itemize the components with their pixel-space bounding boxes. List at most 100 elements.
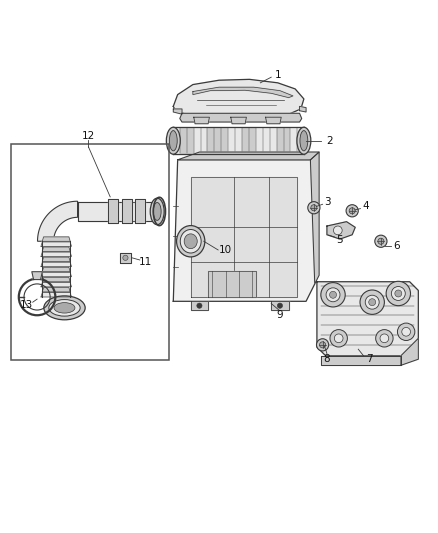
- Polygon shape: [290, 128, 297, 154]
- Polygon shape: [249, 128, 256, 154]
- Polygon shape: [311, 152, 319, 284]
- Polygon shape: [242, 128, 249, 154]
- Text: 4: 4: [363, 201, 369, 212]
- Polygon shape: [277, 128, 283, 154]
- Circle shape: [378, 238, 384, 244]
- Polygon shape: [41, 242, 71, 246]
- Polygon shape: [41, 252, 71, 256]
- Ellipse shape: [49, 300, 80, 316]
- Polygon shape: [297, 128, 304, 154]
- Polygon shape: [180, 128, 187, 154]
- Circle shape: [311, 205, 317, 211]
- Text: 11: 11: [138, 257, 152, 267]
- Circle shape: [369, 298, 376, 305]
- Polygon shape: [401, 338, 418, 365]
- Circle shape: [277, 303, 283, 308]
- Circle shape: [123, 255, 128, 261]
- Text: 7: 7: [366, 354, 372, 364]
- Polygon shape: [38, 201, 78, 241]
- Text: 3: 3: [325, 197, 331, 207]
- Text: 9: 9: [277, 310, 283, 320]
- Circle shape: [320, 342, 325, 348]
- Polygon shape: [42, 237, 70, 241]
- Ellipse shape: [170, 131, 177, 151]
- Circle shape: [334, 334, 343, 343]
- Polygon shape: [173, 79, 304, 117]
- Ellipse shape: [300, 131, 308, 151]
- Text: 6: 6: [393, 240, 400, 251]
- Circle shape: [197, 303, 202, 308]
- Circle shape: [317, 339, 328, 351]
- Circle shape: [397, 323, 415, 341]
- Circle shape: [321, 282, 345, 307]
- Polygon shape: [41, 262, 71, 266]
- Polygon shape: [271, 301, 289, 310]
- Polygon shape: [256, 128, 263, 154]
- Polygon shape: [191, 177, 297, 297]
- Polygon shape: [122, 199, 132, 223]
- Polygon shape: [208, 271, 256, 297]
- Circle shape: [360, 290, 385, 314]
- Polygon shape: [283, 128, 290, 154]
- Circle shape: [329, 292, 336, 298]
- Polygon shape: [135, 199, 145, 223]
- Circle shape: [330, 329, 347, 347]
- Polygon shape: [228, 128, 235, 154]
- Circle shape: [395, 290, 402, 297]
- Circle shape: [326, 288, 340, 302]
- Polygon shape: [300, 107, 306, 112]
- Polygon shape: [194, 117, 209, 124]
- Circle shape: [365, 295, 379, 309]
- Polygon shape: [235, 128, 242, 154]
- Polygon shape: [42, 267, 70, 272]
- Polygon shape: [41, 272, 71, 277]
- Polygon shape: [173, 127, 304, 154]
- Circle shape: [333, 226, 342, 235]
- Polygon shape: [191, 301, 208, 310]
- Ellipse shape: [54, 303, 75, 313]
- Polygon shape: [201, 128, 208, 154]
- Polygon shape: [178, 152, 319, 160]
- Ellipse shape: [150, 198, 164, 225]
- Polygon shape: [270, 128, 277, 154]
- Circle shape: [380, 334, 389, 343]
- Text: 12: 12: [82, 131, 95, 141]
- Text: 10: 10: [219, 245, 232, 255]
- Text: 2: 2: [327, 136, 333, 146]
- Text: 13: 13: [20, 300, 33, 310]
- Text: 1: 1: [275, 70, 281, 80]
- Bar: [11, 144, 169, 360]
- Polygon shape: [321, 356, 401, 365]
- Circle shape: [346, 205, 358, 217]
- Polygon shape: [173, 109, 182, 114]
- Polygon shape: [194, 128, 201, 154]
- Polygon shape: [187, 128, 194, 154]
- Ellipse shape: [177, 225, 205, 257]
- Polygon shape: [120, 253, 131, 263]
- Text: 8: 8: [324, 354, 330, 364]
- Circle shape: [308, 201, 320, 214]
- Polygon shape: [221, 128, 228, 154]
- Ellipse shape: [166, 127, 180, 154]
- Circle shape: [391, 287, 405, 301]
- Polygon shape: [180, 114, 302, 122]
- Polygon shape: [108, 199, 117, 223]
- Polygon shape: [231, 117, 247, 124]
- Circle shape: [349, 208, 355, 214]
- Polygon shape: [42, 287, 70, 292]
- Ellipse shape: [297, 127, 311, 154]
- Ellipse shape: [184, 234, 197, 249]
- Ellipse shape: [180, 230, 201, 253]
- Circle shape: [376, 329, 393, 347]
- Circle shape: [386, 281, 410, 305]
- Polygon shape: [263, 128, 270, 154]
- Polygon shape: [42, 257, 70, 262]
- Circle shape: [402, 327, 410, 336]
- Polygon shape: [78, 202, 156, 221]
- Ellipse shape: [44, 296, 85, 320]
- Polygon shape: [193, 87, 293, 98]
- Text: 5: 5: [337, 235, 343, 245]
- Polygon shape: [32, 272, 42, 279]
- Ellipse shape: [153, 203, 161, 220]
- Polygon shape: [214, 128, 221, 154]
